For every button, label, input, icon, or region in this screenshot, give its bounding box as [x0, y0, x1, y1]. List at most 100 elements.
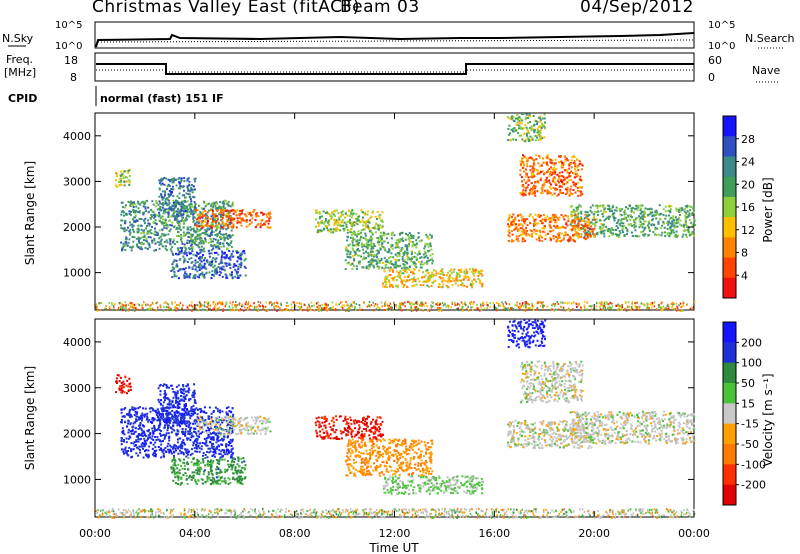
scatter-cell — [639, 209, 642, 212]
scatter-cell — [284, 308, 286, 311]
scatter-cell — [534, 139, 537, 142]
scatter-cell — [626, 228, 629, 231]
scatter-cell — [592, 233, 595, 236]
scatter-cell — [679, 302, 682, 305]
scatter-cell — [359, 238, 362, 240]
scatter-cell — [404, 265, 407, 268]
scatter-cell — [294, 304, 297, 307]
scatter-cell — [551, 194, 554, 196]
scatter-cell — [158, 241, 161, 244]
scatter-cell — [520, 223, 523, 226]
scatter-cell — [317, 308, 319, 311]
scatter-cell — [132, 230, 135, 233]
scatter-cell — [566, 189, 569, 192]
scatter-cell — [516, 228, 519, 231]
scatter-cell — [136, 245, 139, 248]
scatter-cell — [167, 225, 170, 228]
scatter-cell — [373, 309, 375, 312]
scatter-cell — [554, 305, 556, 308]
scatter-cell — [415, 306, 418, 309]
scatter-cell — [194, 238, 197, 241]
scatter-cell — [198, 266, 201, 269]
scatter-cell — [216, 235, 219, 238]
scatter-cell — [600, 304, 602, 307]
scatter-cell — [620, 214, 623, 217]
nave-tick-bottom: 0 — [708, 71, 715, 84]
scatter-cell — [553, 163, 556, 166]
scatter-cell — [322, 210, 325, 213]
scatter-cell — [234, 268, 237, 271]
scatter-cell — [655, 211, 658, 214]
scatter-cell — [201, 266, 204, 269]
scatter-cell — [167, 233, 170, 236]
scatter-cell — [249, 211, 252, 214]
scatter-cell — [172, 188, 175, 191]
scatter-cell — [402, 302, 405, 305]
scatter-cell — [405, 308, 408, 311]
scatter-cell — [174, 306, 176, 308]
scatter-cell — [184, 233, 187, 236]
scatter-cell — [643, 223, 646, 226]
scatter-cell — [226, 242, 229, 245]
scatter-cell — [246, 303, 248, 306]
scatter-cell — [170, 206, 173, 209]
scatter-cell — [377, 306, 379, 308]
scatter-cell — [203, 262, 206, 265]
scatter-cell — [512, 222, 515, 225]
scatter-cell — [621, 229, 624, 232]
scatter-cell — [127, 172, 130, 175]
scatter-cell — [340, 306, 343, 309]
scatter-cell — [543, 136, 546, 139]
scatter-cell — [531, 158, 534, 161]
scatter-cell — [471, 286, 473, 289]
scatter-cell — [672, 304, 674, 306]
scatter-cell — [212, 213, 215, 216]
scatter-cell — [515, 235, 518, 238]
scatter-cell — [518, 125, 521, 128]
scatter-cell — [535, 222, 538, 225]
scatter-cell — [457, 303, 459, 305]
scatter-cell — [637, 206, 640, 209]
scatter-cell — [509, 225, 512, 228]
scatter-cell — [225, 274, 228, 277]
scatter-cell — [526, 128, 529, 131]
scatter-cell — [452, 277, 454, 280]
scatter-cell — [305, 308, 308, 311]
scatter-cell — [404, 238, 407, 241]
scatter-cell — [426, 271, 429, 274]
scatter-cell — [232, 219, 235, 222]
scatter-cell — [532, 170, 535, 173]
scatter-cell — [137, 207, 140, 210]
scatter-cell — [588, 213, 591, 216]
scatter-cell — [348, 307, 350, 310]
scatter-cell — [601, 213, 604, 216]
scatter-cell — [212, 206, 215, 209]
scatter-cell — [157, 203, 160, 206]
scatter-cell — [376, 253, 379, 256]
scatter-cell — [691, 208, 694, 211]
scatter-cell — [395, 305, 397, 308]
scatter-cell — [121, 304, 123, 307]
scatter-cell — [108, 307, 111, 310]
scatter-cell — [167, 448, 170, 451]
scatter-cell — [148, 308, 150, 311]
scatter-cell — [342, 210, 344, 213]
scatter-cell — [561, 161, 564, 164]
scatter-cell — [224, 305, 226, 308]
scatter-cell — [154, 230, 157, 233]
scatter-cell — [415, 239, 418, 242]
scatter-cell — [465, 275, 467, 278]
scatter-cell — [285, 308, 288, 311]
scatter-cell — [202, 224, 205, 227]
scatter-cell — [638, 308, 640, 311]
scatter-cell — [576, 174, 579, 177]
scatter-cell — [548, 175, 551, 178]
scatter-cell — [342, 213, 345, 216]
scatter-cell — [682, 309, 684, 312]
scatter-cell — [120, 224, 122, 227]
scatter-cell — [511, 220, 514, 223]
scatter-cell — [515, 117, 517, 120]
scatter-cell — [196, 275, 199, 278]
scatter-cell — [437, 272, 440, 275]
scatter-cell — [139, 237, 142, 240]
